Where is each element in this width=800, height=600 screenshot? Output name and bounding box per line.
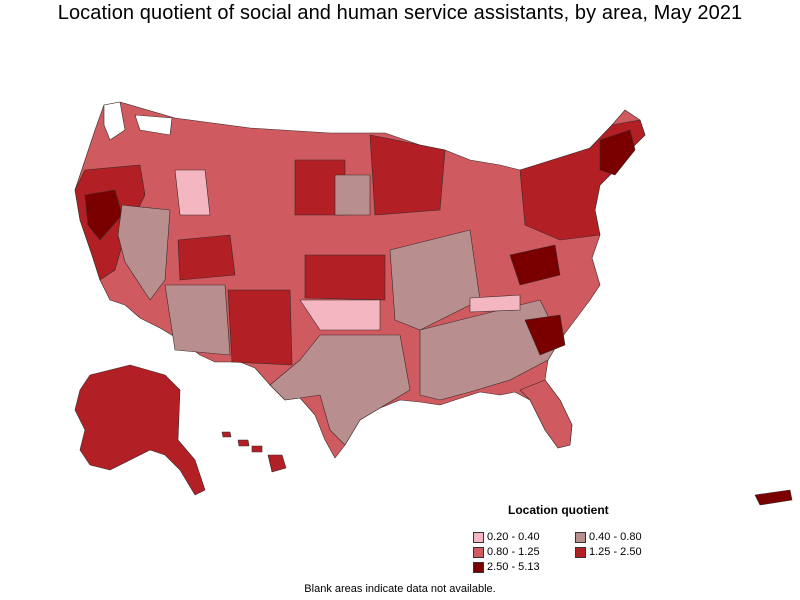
legend-swatch-1	[575, 531, 586, 543]
legend-label-2: 0.80 - 1.25	[487, 546, 540, 558]
region-florida	[519, 379, 573, 449]
legend-swatch-2	[473, 546, 484, 558]
region-new-mexico	[227, 289, 293, 366]
region-carolinas	[524, 314, 566, 356]
legend-swatch-0	[473, 531, 484, 543]
legend-title: Location quotient	[508, 503, 609, 517]
region-new-england-high	[599, 129, 636, 176]
hawaii-islands	[221, 431, 263, 453]
region-midwest	[389, 229, 481, 331]
legend-swatch-4	[473, 561, 484, 573]
legend-label-1: 0.40 - 0.80	[589, 531, 642, 543]
region-nevada	[117, 204, 171, 301]
region-southwest	[164, 284, 231, 356]
legend-label-4: 2.50 - 5.13	[487, 561, 540, 573]
region-texas	[269, 334, 411, 446]
alaska	[74, 364, 206, 496]
region-oregon-core	[84, 189, 123, 241]
legend-label-3: 1.25 - 2.50	[589, 546, 642, 558]
region-utah-colorado	[177, 234, 236, 281]
region-oklahoma	[299, 299, 381, 331]
legend-item-2: 0.80 - 1.25	[473, 546, 540, 558]
region-tennessee-low	[469, 294, 521, 313]
region-idaho-low	[174, 169, 211, 216]
region-kansas	[304, 254, 386, 301]
no-data-area-wa	[103, 101, 126, 141]
region-appalachia	[509, 244, 561, 286]
legend-item-1: 0.40 - 0.80	[575, 531, 642, 543]
region-upper-midwest	[369, 134, 446, 216]
footnote: Blank areas indicate data not available.	[304, 583, 496, 595]
region-southeast	[419, 299, 561, 401]
legend-item-4: 2.50 - 5.13	[473, 561, 540, 573]
legend-swatch-3	[575, 546, 586, 558]
region-south-dakota-low	[334, 174, 371, 216]
legend-item-3: 1.25 - 2.50	[575, 546, 642, 558]
hawaii	[267, 454, 287, 473]
map-title: Location quotient of social and human se…	[57, 2, 743, 24]
legend-label-0: 0.20 - 0.40	[487, 531, 540, 543]
puerto-rico	[754, 489, 793, 506]
no-data-area-wa-2	[134, 114, 173, 136]
legend-item-0: 0.20 - 0.40	[473, 531, 540, 543]
